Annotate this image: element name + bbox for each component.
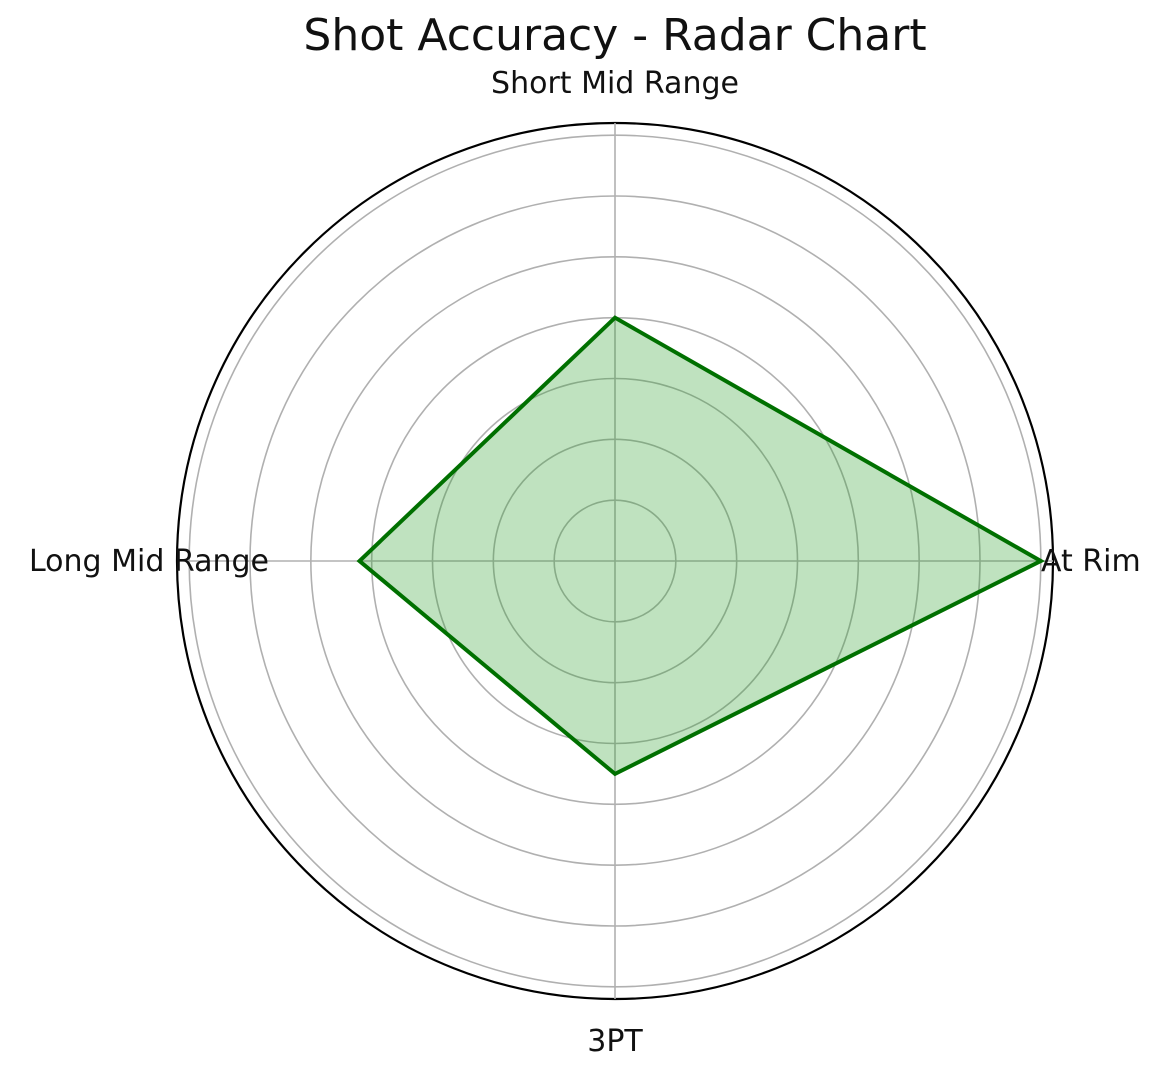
- data-series: [356, 315, 1046, 777]
- axis-label-3pt: 3PT: [587, 1024, 643, 1059]
- angular-spokes: [177, 123, 1053, 999]
- axis-label-at-rim: At Rim: [1041, 544, 1141, 579]
- axis-labels: At Rim Short Mid Range Long Mid Range 3PT: [29, 66, 1141, 1059]
- axis-label-short-mid-range: Short Mid Range: [491, 66, 739, 101]
- series-area: [359, 317, 1041, 774]
- chart-title: Shot Accuracy - Radar Chart: [303, 10, 926, 61]
- axis-label-long-mid-range: Long Mid Range: [29, 544, 269, 579]
